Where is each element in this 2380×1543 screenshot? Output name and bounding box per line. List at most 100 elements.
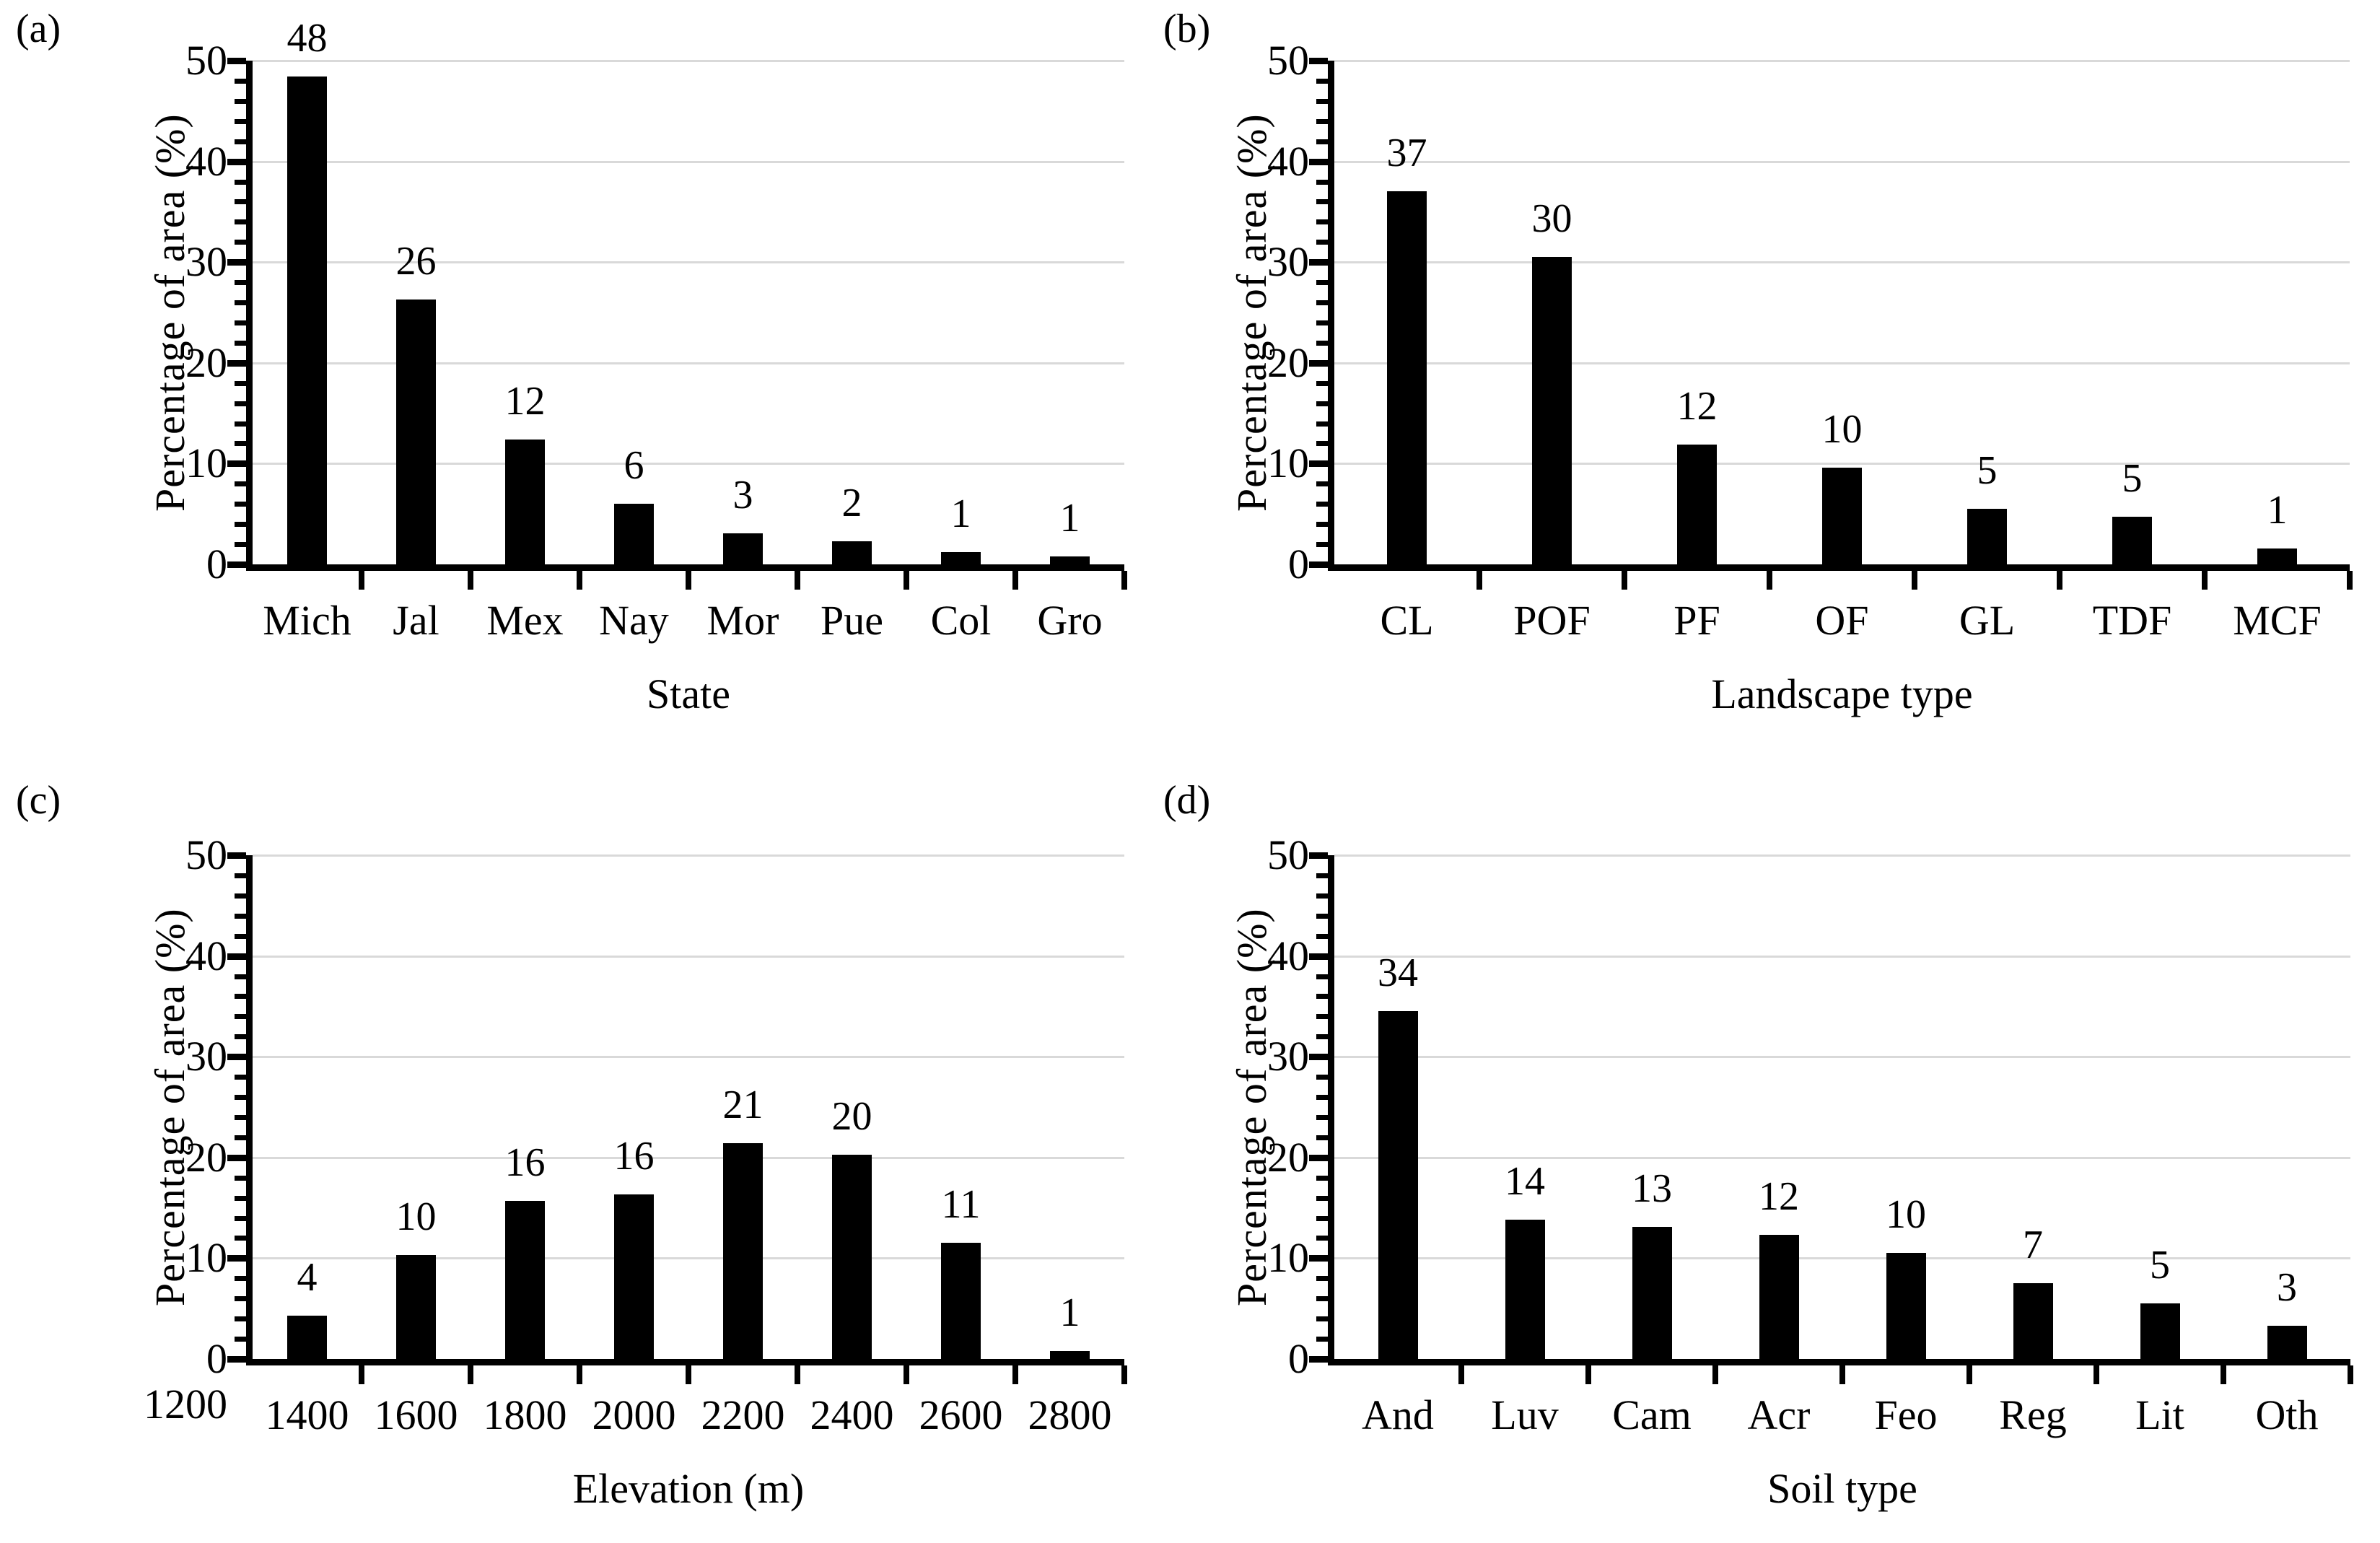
x-tick-label: Nay: [599, 597, 669, 644]
x-tick: [2202, 571, 2208, 590]
panel-d-y-axis-title: Percentage of area (%): [1228, 908, 1275, 1306]
y-minor-tick: [1316, 401, 1328, 406]
bar-PF: [1677, 444, 1717, 564]
y-minor-tick: [235, 78, 246, 84]
y-tick-label: 20: [185, 338, 227, 386]
bar-GL: [1967, 509, 2007, 564]
gridline-40: [253, 955, 1124, 958]
bar-Col: [941, 552, 981, 564]
bar-OF: [1822, 467, 1862, 564]
bar-value-label: 14: [1505, 1159, 1545, 1205]
x-tick: [2221, 1365, 2226, 1384]
bar-Reg: [2013, 1283, 2053, 1359]
panel-b-y-axis-title: Percentage of area (%): [1228, 113, 1275, 512]
y-minor-tick: [1316, 1296, 1328, 1302]
x-tick: [1767, 571, 1772, 590]
bar-value-label: 30: [1531, 196, 1572, 242]
panel-c-x-axis-title: Elevation (m): [572, 1465, 805, 1512]
x-tick: [2347, 571, 2353, 590]
bar-Oth: [2267, 1325, 2307, 1359]
y-major-tick: [1309, 58, 1328, 64]
bar-value-label: 16: [613, 1134, 655, 1179]
x-tick: [359, 571, 364, 590]
x-tick-label: 2400: [810, 1391, 894, 1438]
x-tick-label: Cam: [1612, 1391, 1692, 1438]
panel-d-x-axis-title: Soil type: [1767, 1465, 1917, 1512]
x-tick: [1912, 571, 1917, 590]
x-tick-label: CL: [1380, 597, 1434, 644]
y-minor-tick: [235, 1215, 246, 1221]
x-tick: [1012, 571, 1018, 590]
y-minor-tick: [1316, 1014, 1328, 1020]
x-tick-label: Lit: [2135, 1391, 2184, 1438]
y-minor-tick: [235, 913, 246, 919]
x-tick: [468, 571, 473, 590]
y-minor-tick: [235, 994, 246, 1000]
y-minor-tick: [1316, 118, 1328, 124]
bar-2600: [941, 1243, 981, 1359]
y-tick-label: 10: [185, 440, 227, 487]
y-major-tick: [227, 259, 246, 266]
y-tick-label: 30: [185, 1033, 227, 1080]
x-tick-label: OF: [1815, 597, 1869, 644]
y-tick-label: 10: [185, 1234, 227, 1282]
y-minor-tick: [235, 542, 246, 548]
x-tick-label: Mex: [486, 597, 564, 644]
x-tick-label: POF: [1513, 597, 1591, 644]
y-minor-tick: [1316, 933, 1328, 939]
x-tick-label: MCF: [2233, 597, 2322, 644]
bar-2200: [723, 1143, 763, 1359]
panel-a-y-axis-title: Percentage of area (%): [146, 113, 193, 512]
y-minor-tick: [235, 1195, 246, 1201]
y-major-tick: [1309, 259, 1328, 266]
y-minor-tick: [235, 1114, 246, 1120]
gridline-50: [1334, 854, 2350, 857]
bar-value-label: 12: [504, 378, 546, 424]
bar-Feo: [1886, 1253, 1926, 1359]
bar-value-label: 12: [1676, 383, 1718, 429]
y-tick-label: 0: [1288, 1335, 1309, 1382]
panel-b-letter: (b): [1163, 6, 1211, 51]
y-major-tick: [227, 359, 246, 367]
y-minor-tick: [235, 1296, 246, 1302]
y-minor-tick: [1316, 240, 1328, 245]
y-minor-tick: [1316, 1236, 1328, 1241]
y-major-tick: [227, 953, 246, 960]
bar-value-label: 1: [2267, 487, 2288, 533]
x-tick: [577, 571, 582, 590]
bar-Mex: [505, 439, 545, 564]
y-minor-tick: [1316, 1316, 1328, 1322]
y-minor-tick: [1316, 1114, 1328, 1120]
x-tick: [686, 1365, 691, 1384]
bar-value-label: 1: [1059, 495, 1080, 541]
bar-POF: [1532, 257, 1572, 564]
bar-Nay: [614, 504, 654, 564]
y-minor-tick: [235, 340, 246, 346]
y-major-tick: [227, 1356, 246, 1363]
bar-value-label: 10: [1821, 406, 1863, 452]
panel-c-y-axis-title: Percentage of area (%): [146, 908, 193, 1306]
bar-value-label: 2: [841, 480, 862, 525]
bar-Pue: [832, 541, 872, 564]
x-axis-line: [246, 564, 1124, 571]
panel-b-x-axis-title: Landscape type: [1711, 670, 1973, 717]
bar-value-label: 21: [722, 1083, 764, 1128]
y-tick-label: 20: [185, 1133, 227, 1181]
y-minor-tick: [1316, 199, 1328, 205]
y-tick-label: 20: [1267, 338, 1309, 386]
x-tick-label: 2600: [919, 1391, 1003, 1438]
bar-1600: [396, 1255, 436, 1359]
y-minor-tick: [1316, 421, 1328, 427]
x-tick: [795, 1365, 800, 1384]
y-minor-tick: [235, 380, 246, 386]
y-minor-tick: [235, 1236, 246, 1241]
x-tick: [1121, 571, 1127, 590]
y-tick-label: 50: [1267, 37, 1309, 84]
x-axis-line: [1328, 564, 2350, 571]
y-minor-tick: [1316, 380, 1328, 386]
x-tick-label: Jal: [393, 597, 439, 644]
x-tick: [1839, 1365, 1845, 1384]
y-minor-tick: [235, 320, 246, 325]
y-minor-tick: [235, 421, 246, 427]
x-tick: [1476, 571, 1482, 590]
